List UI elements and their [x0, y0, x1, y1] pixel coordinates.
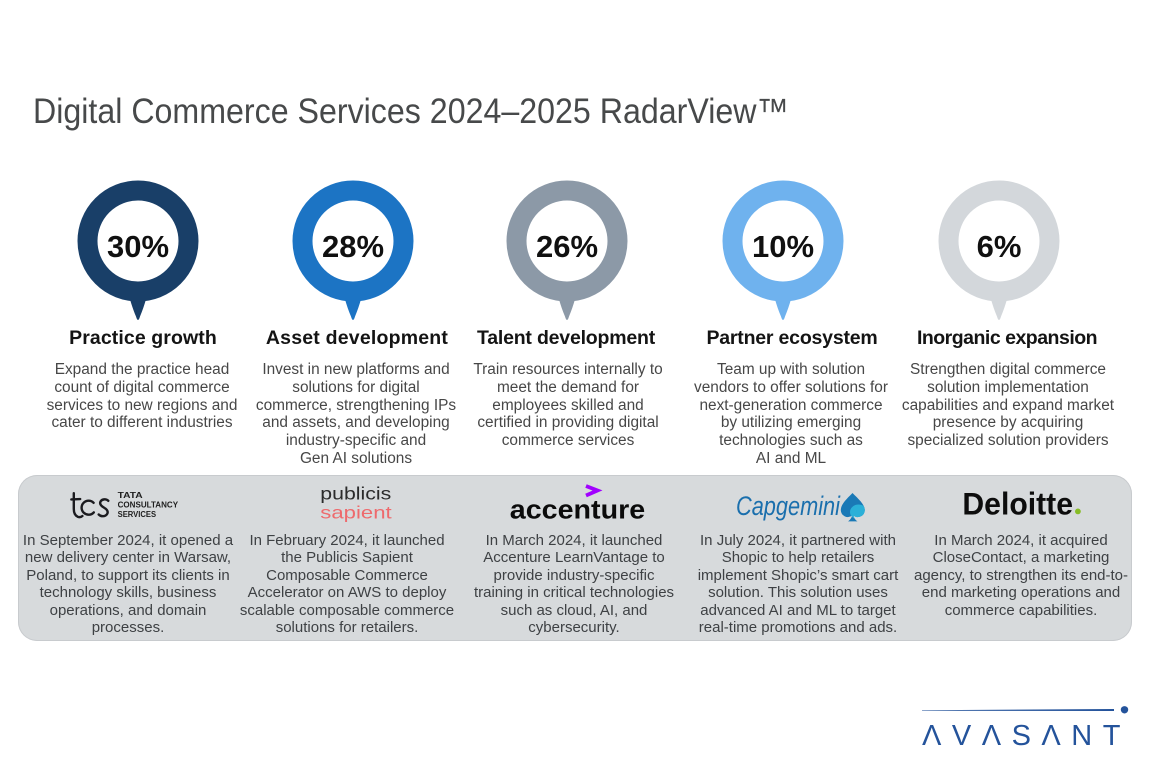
- svg-text:publicis: publicis: [320, 484, 391, 504]
- svg-text:sapient: sapient: [320, 503, 392, 523]
- svg-text:6%: 6%: [977, 229, 1022, 264]
- svg-text:CONSULTANCY: CONSULTANCY: [118, 501, 179, 510]
- svg-text:10%: 10%: [752, 229, 814, 264]
- svg-text:Capgemini: Capgemini: [736, 491, 841, 521]
- svg-text:SERVICES: SERVICES: [118, 510, 157, 519]
- svg-text:30%: 30%: [107, 229, 169, 264]
- svg-text:26%: 26%: [535, 229, 597, 264]
- svg-text:ΛVΛSΛNT: ΛVΛSΛNT: [922, 720, 1131, 752]
- svg-text:TATA: TATA: [118, 491, 143, 500]
- svg-text:accenture: accenture: [510, 494, 645, 524]
- svg-text:28%: 28%: [322, 229, 384, 264]
- svg-text:Deloitte: Deloitte: [962, 486, 1073, 521]
